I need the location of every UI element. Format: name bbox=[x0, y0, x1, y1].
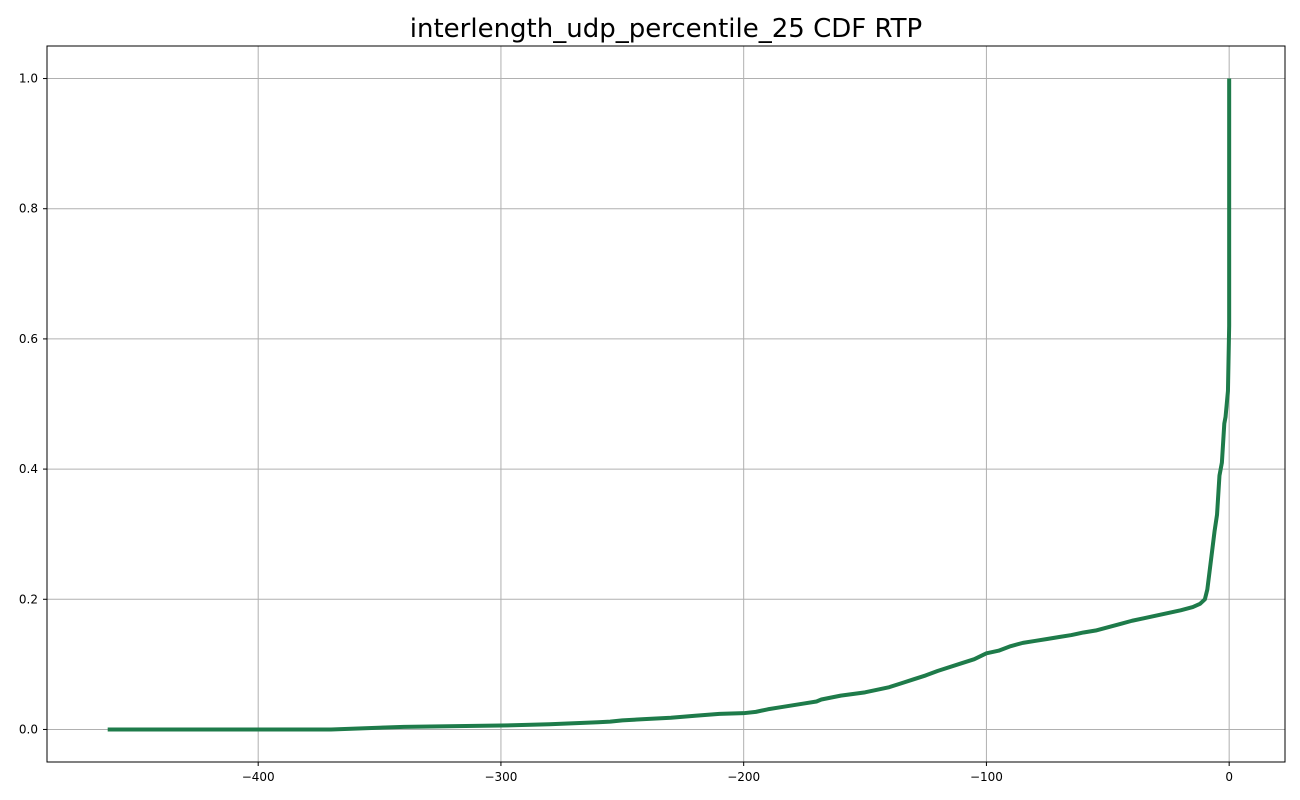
x-tick-label: −300 bbox=[484, 770, 517, 784]
y-tick-label: 0.0 bbox=[19, 722, 38, 736]
x-tick-label: 0 bbox=[1225, 770, 1233, 784]
y-tick-label: 0.4 bbox=[19, 462, 38, 476]
y-tick-label: 0.2 bbox=[19, 592, 38, 606]
plot-frame bbox=[46, 45, 1286, 763]
y-tick-label: 0.6 bbox=[19, 332, 38, 346]
y-tick-label: 1.0 bbox=[19, 72, 38, 86]
series-layer bbox=[107, 78, 1232, 732]
y-tick-label: 0.8 bbox=[19, 202, 38, 216]
cdf-series-line-0 bbox=[107, 78, 1232, 732]
x-tick-label: −400 bbox=[242, 770, 275, 784]
x-tick-label: −100 bbox=[970, 770, 1003, 784]
chart-title: interlength_udp_percentile_25 CDF RTP bbox=[410, 14, 922, 44]
ticks: −400 −300 −200 −100 0 0.0 0.2 0.4 0.6 0.8 1.0 bbox=[19, 72, 1233, 784]
x-tick-label: −200 bbox=[727, 770, 760, 784]
